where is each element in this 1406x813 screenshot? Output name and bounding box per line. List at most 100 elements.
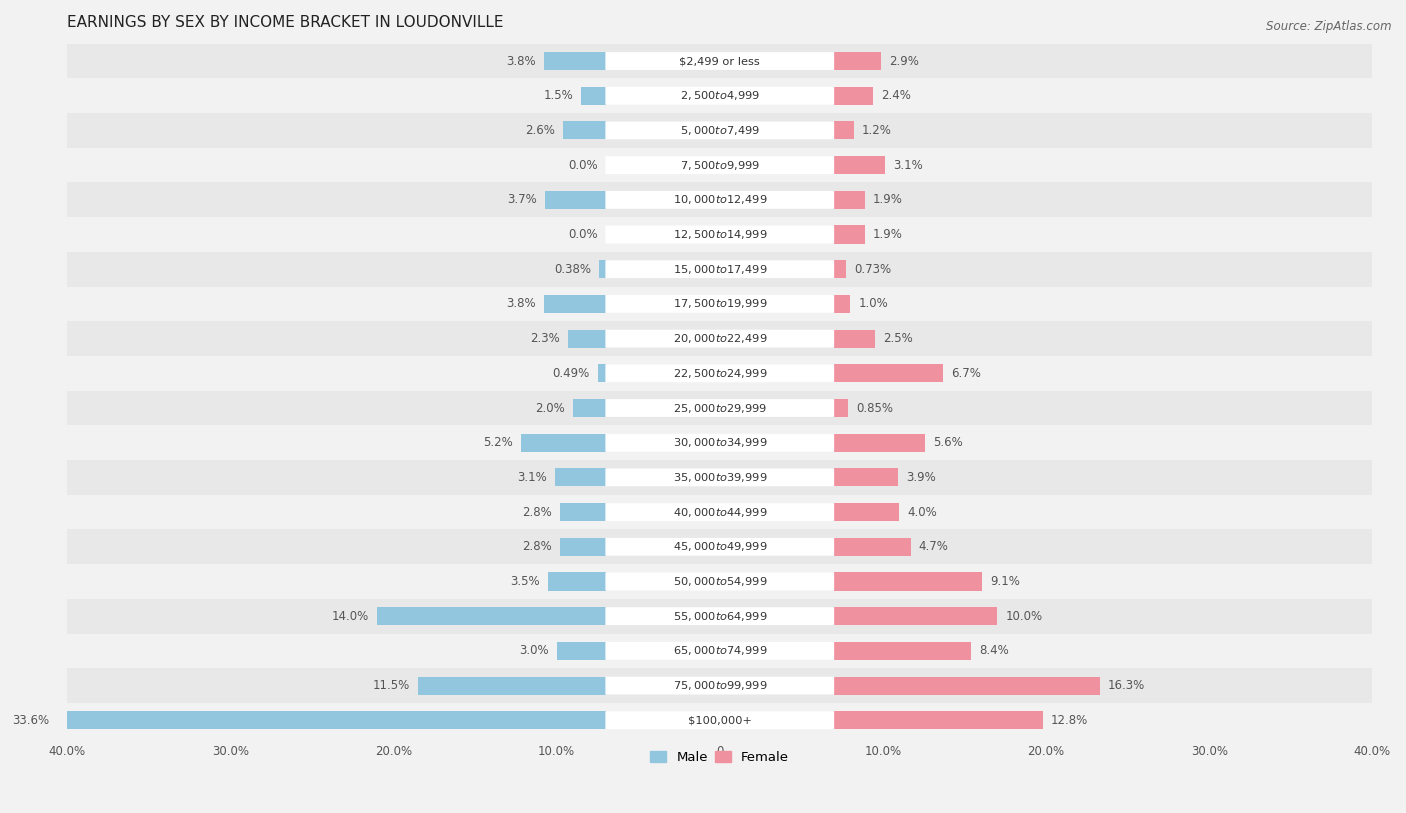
Bar — [67, 182, 1372, 217]
Bar — [834, 642, 972, 660]
Bar — [67, 599, 1372, 633]
Bar — [67, 321, 1372, 356]
Text: 3.5%: 3.5% — [510, 575, 540, 588]
FancyBboxPatch shape — [606, 434, 834, 452]
Bar — [834, 121, 853, 140]
Bar — [67, 703, 1372, 737]
Bar — [834, 87, 873, 105]
Bar — [67, 78, 1372, 113]
Text: $75,000 to $99,999: $75,000 to $99,999 — [672, 679, 768, 692]
Bar — [67, 44, 1372, 78]
Text: 2.4%: 2.4% — [882, 89, 911, 102]
Text: 33.6%: 33.6% — [13, 714, 49, 727]
Text: 3.8%: 3.8% — [506, 54, 536, 67]
Bar — [834, 503, 900, 521]
FancyBboxPatch shape — [606, 399, 834, 417]
Text: 12.8%: 12.8% — [1052, 714, 1088, 727]
Bar — [58, 711, 606, 729]
FancyBboxPatch shape — [606, 607, 834, 625]
Text: 2.8%: 2.8% — [522, 541, 551, 554]
Bar — [834, 260, 846, 278]
Bar — [67, 113, 1372, 148]
Bar — [834, 676, 1099, 694]
Bar — [67, 564, 1372, 599]
Text: $12,500 to $14,999: $12,500 to $14,999 — [672, 228, 768, 241]
Bar — [560, 537, 606, 556]
FancyBboxPatch shape — [606, 52, 834, 70]
Text: $100,000+: $100,000+ — [688, 715, 752, 725]
Bar — [557, 642, 606, 660]
Bar — [834, 191, 865, 209]
Bar — [67, 148, 1372, 182]
Text: 1.9%: 1.9% — [873, 193, 903, 207]
Text: $2,499 or less: $2,499 or less — [679, 56, 761, 66]
Bar — [67, 217, 1372, 252]
Text: 3.0%: 3.0% — [519, 645, 548, 658]
Text: $7,500 to $9,999: $7,500 to $9,999 — [679, 159, 759, 172]
Text: 11.5%: 11.5% — [373, 679, 409, 692]
Text: 14.0%: 14.0% — [332, 610, 368, 623]
Text: $22,500 to $24,999: $22,500 to $24,999 — [672, 367, 768, 380]
Text: 0.0%: 0.0% — [568, 228, 598, 241]
Text: $5,000 to $7,499: $5,000 to $7,499 — [679, 124, 759, 137]
Text: 0.49%: 0.49% — [553, 367, 589, 380]
Bar — [834, 156, 884, 174]
Text: 9.1%: 9.1% — [991, 575, 1021, 588]
FancyBboxPatch shape — [606, 225, 834, 243]
Bar — [67, 425, 1372, 460]
FancyBboxPatch shape — [606, 468, 834, 486]
Text: EARNINGS BY SEX BY INCOME BRACKET IN LOUDONVILLE: EARNINGS BY SEX BY INCOME BRACKET IN LOU… — [67, 15, 503, 30]
Text: $45,000 to $49,999: $45,000 to $49,999 — [672, 541, 768, 554]
Text: 5.6%: 5.6% — [934, 437, 963, 450]
FancyBboxPatch shape — [606, 156, 834, 174]
Legend: Male, Female: Male, Female — [645, 746, 794, 769]
Bar — [544, 52, 606, 70]
FancyBboxPatch shape — [606, 642, 834, 660]
Text: 6.7%: 6.7% — [952, 367, 981, 380]
FancyBboxPatch shape — [606, 295, 834, 313]
Text: 3.1%: 3.1% — [517, 471, 547, 484]
Text: 2.9%: 2.9% — [890, 54, 920, 67]
FancyBboxPatch shape — [606, 87, 834, 105]
Text: Source: ZipAtlas.com: Source: ZipAtlas.com — [1267, 20, 1392, 33]
Text: 2.8%: 2.8% — [522, 506, 551, 519]
Text: $55,000 to $64,999: $55,000 to $64,999 — [672, 610, 768, 623]
Bar — [418, 676, 606, 694]
Text: 0.0%: 0.0% — [568, 159, 598, 172]
Bar — [598, 364, 606, 382]
FancyBboxPatch shape — [606, 330, 834, 347]
Text: $30,000 to $34,999: $30,000 to $34,999 — [672, 437, 768, 450]
Text: 3.1%: 3.1% — [893, 159, 922, 172]
Bar — [67, 529, 1372, 564]
Bar — [834, 711, 1043, 729]
Text: 16.3%: 16.3% — [1108, 679, 1146, 692]
FancyBboxPatch shape — [606, 572, 834, 590]
Bar — [572, 399, 606, 417]
Text: 0.73%: 0.73% — [853, 263, 891, 276]
Bar — [67, 356, 1372, 391]
Bar — [548, 572, 606, 590]
Text: 2.6%: 2.6% — [524, 124, 555, 137]
Text: $2,500 to $4,999: $2,500 to $4,999 — [679, 89, 759, 102]
FancyBboxPatch shape — [606, 121, 834, 139]
Bar — [67, 391, 1372, 425]
Bar — [581, 87, 606, 105]
Text: 1.9%: 1.9% — [873, 228, 903, 241]
Text: $65,000 to $74,999: $65,000 to $74,999 — [672, 645, 768, 658]
Text: 10.0%: 10.0% — [1005, 610, 1042, 623]
Bar — [546, 191, 606, 209]
Text: 3.7%: 3.7% — [508, 193, 537, 207]
Text: 2.5%: 2.5% — [883, 332, 912, 345]
Text: 4.0%: 4.0% — [907, 506, 938, 519]
FancyBboxPatch shape — [606, 191, 834, 209]
Bar — [377, 607, 606, 625]
Bar — [834, 399, 848, 417]
Bar — [564, 121, 606, 140]
Bar — [67, 286, 1372, 321]
Bar — [834, 433, 925, 452]
Bar — [67, 633, 1372, 668]
Text: $25,000 to $29,999: $25,000 to $29,999 — [672, 402, 766, 415]
Bar — [599, 260, 606, 278]
FancyBboxPatch shape — [606, 676, 834, 694]
Text: 1.5%: 1.5% — [543, 89, 572, 102]
